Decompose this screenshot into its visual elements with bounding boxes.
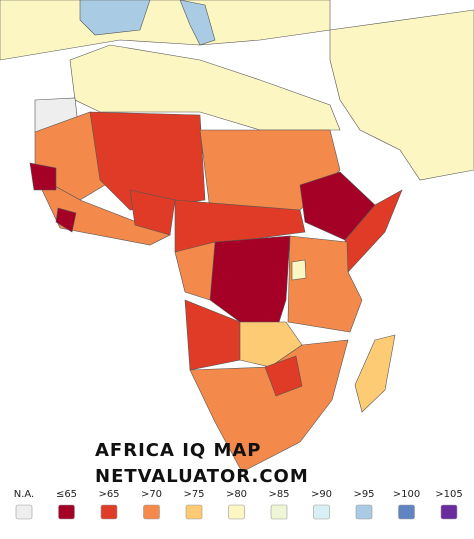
legend: N.A. ≤65 >65 >70 >75 >80 >85 >90 >95 >100 >105 <box>14 489 463 520</box>
region <box>55 207 77 233</box>
legend-label: ≤65 <box>56 489 77 500</box>
region <box>129 189 176 236</box>
legend-swatch <box>185 504 203 520</box>
legend-label: >100 <box>393 489 420 500</box>
legend-swatch <box>440 504 458 520</box>
region <box>179 0 216 46</box>
legend-label: >95 <box>353 489 374 500</box>
region <box>174 199 306 253</box>
region <box>329 9 474 181</box>
legend-label: >85 <box>268 489 289 500</box>
legend-label: >105 <box>435 489 462 500</box>
map-subtitle: NETVALUATOR.COM <box>95 466 309 487</box>
legend-swatch <box>355 504 373 520</box>
region <box>264 355 303 397</box>
legend-swatch <box>313 504 330 520</box>
region <box>69 44 341 131</box>
legend-swatch <box>270 504 288 520</box>
legend-swatch <box>100 504 118 520</box>
region <box>287 235 363 333</box>
region <box>291 259 307 281</box>
legend-label: >70 <box>141 489 162 500</box>
legend-swatch <box>228 504 245 520</box>
legend-label: >65 <box>98 489 119 500</box>
legend-swatch <box>58 504 75 520</box>
region <box>189 339 349 473</box>
region <box>0 0 331 61</box>
legend-label: >80 <box>226 489 247 500</box>
legend-swatch <box>143 504 160 520</box>
legend-swatch <box>398 504 415 520</box>
region <box>29 162 57 191</box>
region <box>174 241 216 301</box>
legend-label: >75 <box>183 489 204 500</box>
map-title: AFRICA IQ MAP <box>95 440 262 461</box>
map-regions <box>0 0 474 473</box>
legend-label: N.A. <box>14 489 35 500</box>
legend-label: >90 <box>311 489 332 500</box>
legend-swatch <box>15 504 33 520</box>
region <box>354 334 396 413</box>
region <box>79 0 151 36</box>
